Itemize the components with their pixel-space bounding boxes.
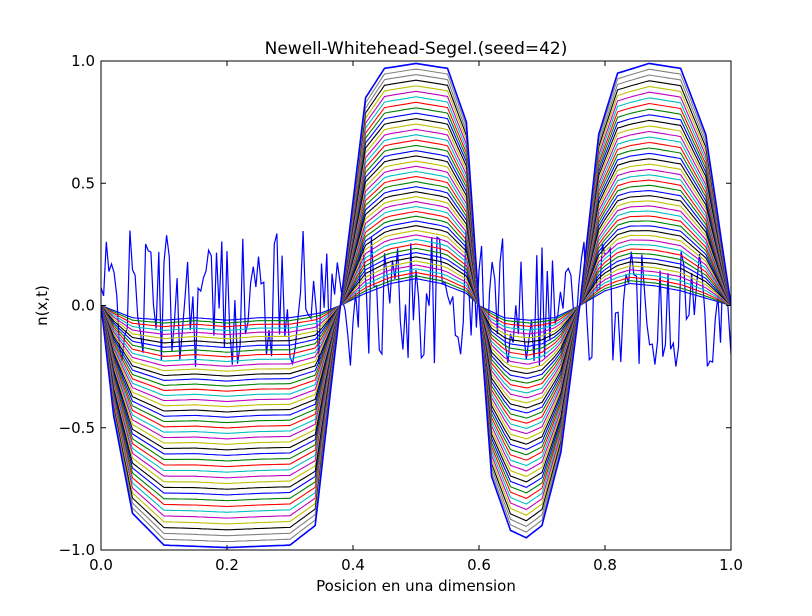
y-tick-label: −1.0 [59,541,95,559]
series-line [101,128,731,479]
tick-layer: 0.0 0.2 0.4 0.6 0.8 1.0 −1.0 −0.5 0.0 0.5 1.0 [59,52,743,574]
series-line [101,107,731,502]
x-tick-label: 0.2 [215,556,239,574]
chart-title: Newell-Whitehead-Segel.(seed=42) [265,39,568,59]
series-line [101,225,731,377]
series-line [101,85,731,525]
series-line [101,118,731,490]
series-line [101,101,731,508]
series-line [101,123,731,485]
series-line [101,278,731,321]
y-tick-label: 0.0 [71,297,95,315]
x-tick-label: 0.4 [341,556,365,574]
series-line [101,62,731,549]
x-tick-label: 0.8 [593,556,617,574]
series-line [101,234,731,367]
series-line [101,210,731,392]
y-axis-label: n(x,t) [33,285,51,326]
series-line [101,229,731,372]
x-tick-label: 0.6 [467,556,491,574]
series-line [101,90,731,519]
series-line [101,96,731,513]
series-line [101,256,731,344]
series-line [101,205,731,397]
initial-noise-line [101,230,731,367]
y-tick-label: 1.0 [71,52,95,70]
series-line [101,196,731,408]
series-line [101,134,731,473]
series-line [101,68,731,543]
series-line [101,186,731,418]
series-line [101,201,731,403]
series-line [101,165,731,440]
series-line [101,74,731,537]
series-line [101,252,731,349]
series-line [101,220,731,382]
x-tick-label: 0.0 [89,556,113,574]
series-line [101,238,731,363]
series-line [101,268,731,332]
series-line [101,144,731,462]
series-line [101,271,731,328]
series-line [101,260,731,340]
series-line [101,139,731,468]
series-line [101,160,731,445]
y-tick-label: −0.5 [59,419,95,437]
series-line [101,150,731,456]
series-line [101,215,731,387]
series-layer [101,62,731,549]
series-line [101,155,731,451]
series-line [101,176,731,429]
series-line [101,181,731,424]
series-line [101,264,731,336]
series-line [101,275,731,324]
series-line [101,79,731,531]
y-tick-label: 0.5 [71,174,95,192]
series-line [101,170,731,434]
plot-background [101,61,731,550]
series-line [101,112,731,496]
series-line [101,243,731,358]
x-axis-label: Posicion en una dimension [316,577,516,595]
series-line [101,247,731,353]
x-tick-label: 1.0 [719,556,743,574]
series-line [101,191,731,413]
